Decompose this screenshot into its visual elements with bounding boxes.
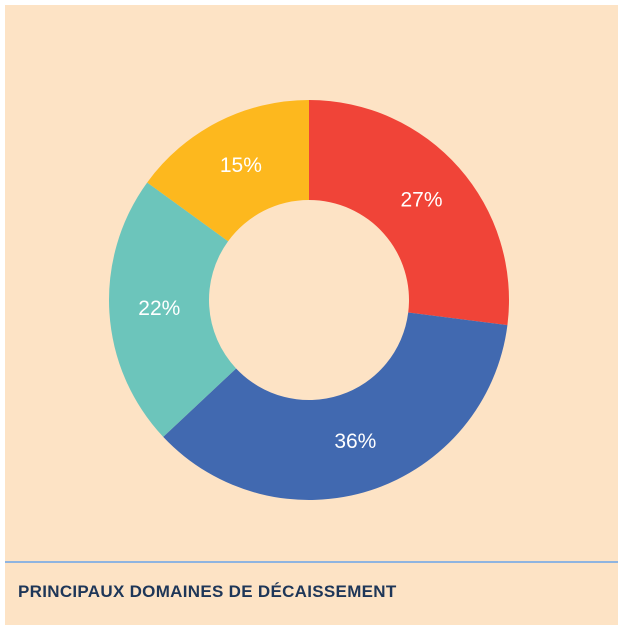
chart: 27% 36% 22% 15% bbox=[108, 99, 509, 501]
chart-title: PRINCIPAUX DOMAINES DE DÉCAISSEMENT bbox=[18, 582, 397, 601]
data-label: 36% bbox=[334, 430, 376, 453]
panel: 27% 36% 22% 15% PRINCIPAUX DOMAINES DE DÉCA… bbox=[5, 5, 618, 625]
data-label: 15% bbox=[220, 154, 262, 177]
data-label: 22% bbox=[138, 297, 180, 320]
data-label: 27% bbox=[401, 188, 443, 211]
divider bbox=[5, 561, 618, 563]
donut-slice bbox=[163, 312, 508, 501]
donut-slice bbox=[147, 99, 309, 242]
donut-slice bbox=[108, 182, 237, 437]
donut-slice bbox=[309, 99, 509, 326]
